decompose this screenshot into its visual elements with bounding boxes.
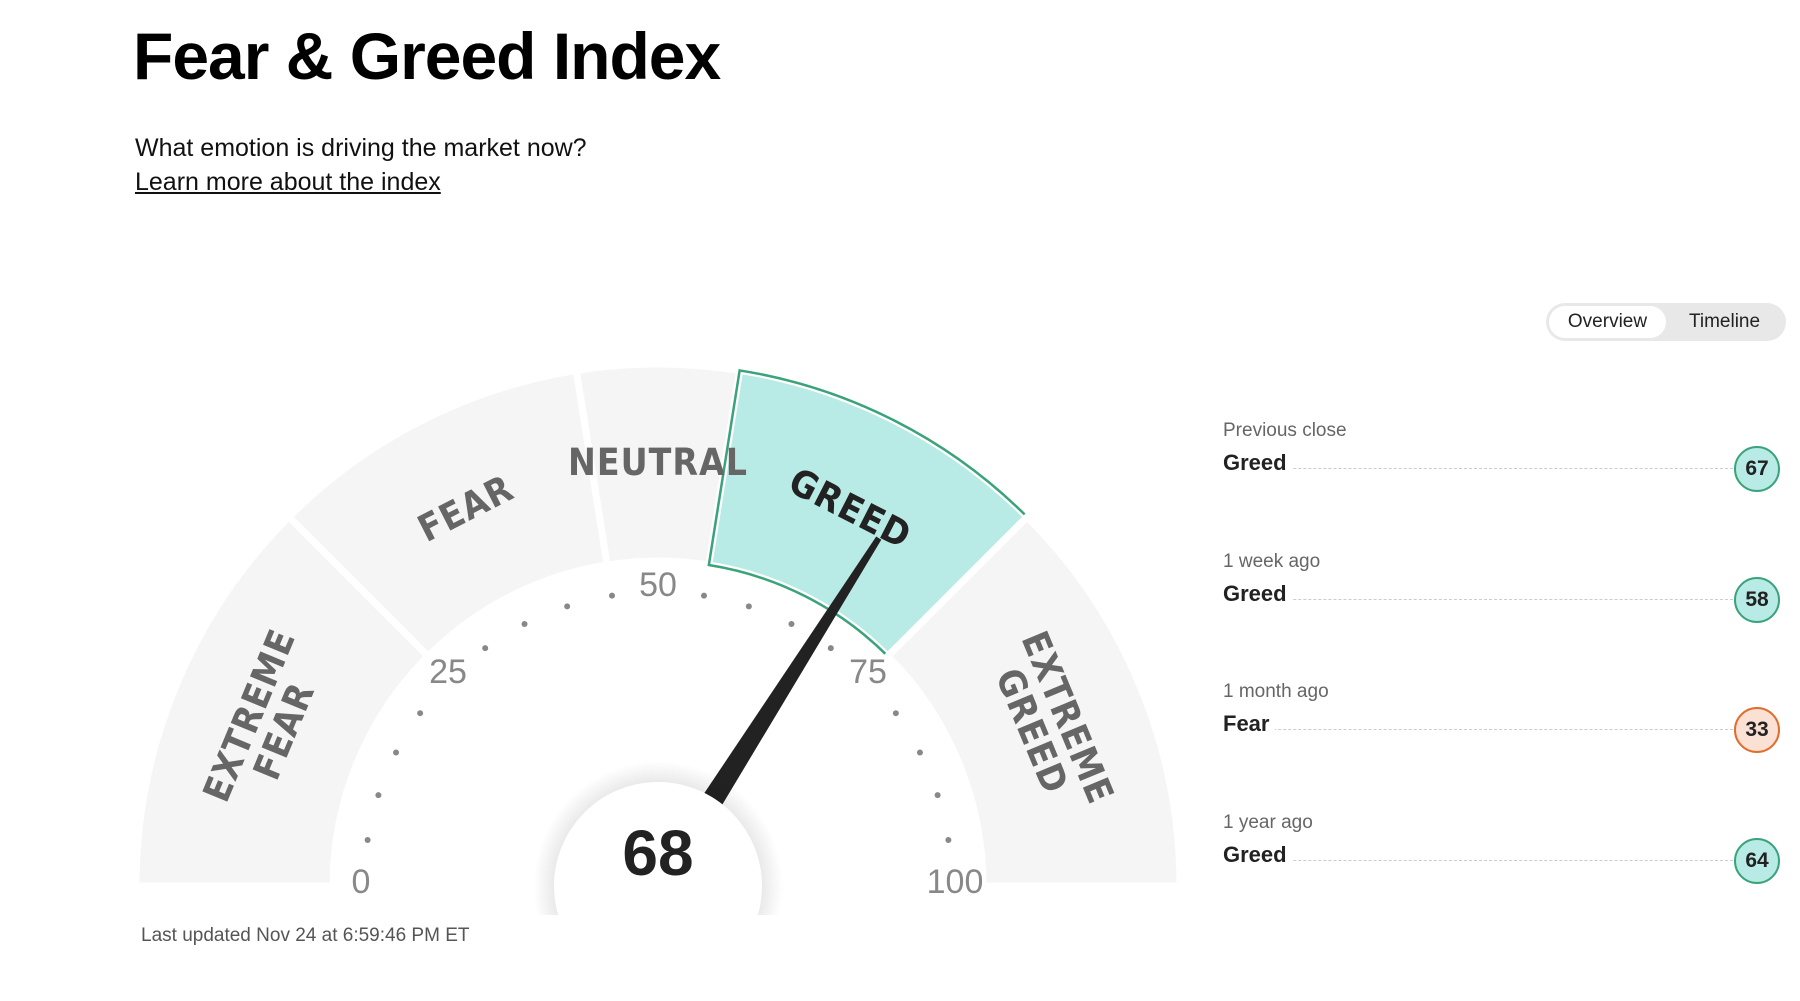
history-value: 33 xyxy=(1734,707,1780,753)
center-circle xyxy=(554,782,762,915)
minor-dot xyxy=(916,749,923,756)
minor-dot xyxy=(745,603,752,610)
history-period: 1 month ago xyxy=(1223,681,1329,702)
minor-dot xyxy=(934,792,941,799)
history-leader xyxy=(1223,859,1733,861)
history-value: 64 xyxy=(1734,837,1780,884)
history-rating: Greed xyxy=(1223,841,1293,868)
tick-label: 0 xyxy=(352,863,371,901)
learn-more-link[interactable]: Learn more about the index xyxy=(135,168,441,196)
gauge-segment xyxy=(132,511,434,890)
needle xyxy=(696,536,882,816)
segment-label: NEUTRAL xyxy=(568,440,748,484)
minor-dot xyxy=(609,592,616,599)
history-leader xyxy=(1223,468,1733,469)
last-updated: Last updated Nov 24 at 6:59:46 PM ET xyxy=(141,925,470,946)
minor-dot xyxy=(892,710,899,717)
history-value: 67 xyxy=(1734,446,1780,492)
history-leader xyxy=(1223,729,1733,730)
minor-dot xyxy=(945,837,952,844)
minor-dot xyxy=(375,792,382,799)
tab-timeline[interactable]: Timeline xyxy=(1688,311,1761,332)
tab-overview[interactable]: Overview xyxy=(1549,306,1666,338)
current-value: 68 xyxy=(622,817,693,889)
history-rating: Greed xyxy=(1223,450,1293,476)
minor-dot xyxy=(393,749,400,756)
history-leader xyxy=(1223,598,1733,600)
center-dial xyxy=(533,761,783,915)
history-period: 1 week ago xyxy=(1223,550,1321,572)
minor-dot xyxy=(700,592,707,599)
tick-label: 75 xyxy=(849,653,887,691)
minor-dot xyxy=(364,837,371,844)
minor-dot xyxy=(482,645,489,652)
tick-label: 25 xyxy=(429,653,467,691)
page-title: Fear & Greed Index xyxy=(133,19,721,93)
minor-dot xyxy=(564,603,571,610)
history-rating: Fear xyxy=(1223,711,1276,737)
view-tabs: Overview Timeline xyxy=(1546,303,1786,341)
minor-dot xyxy=(827,645,834,652)
history-rating: Greed xyxy=(1223,580,1293,607)
minor-dot xyxy=(521,621,528,628)
history-period: 1 year ago xyxy=(1223,811,1313,833)
tick-label: 50 xyxy=(639,566,677,604)
history-period: Previous close xyxy=(1223,420,1347,441)
subtitle: What emotion is driving the market now? xyxy=(135,134,587,162)
gauge-segment xyxy=(882,511,1184,890)
history-value: 58 xyxy=(1734,576,1780,623)
tick-label: 100 xyxy=(927,863,984,901)
minor-dot xyxy=(788,621,795,628)
minor-dot xyxy=(417,710,424,717)
